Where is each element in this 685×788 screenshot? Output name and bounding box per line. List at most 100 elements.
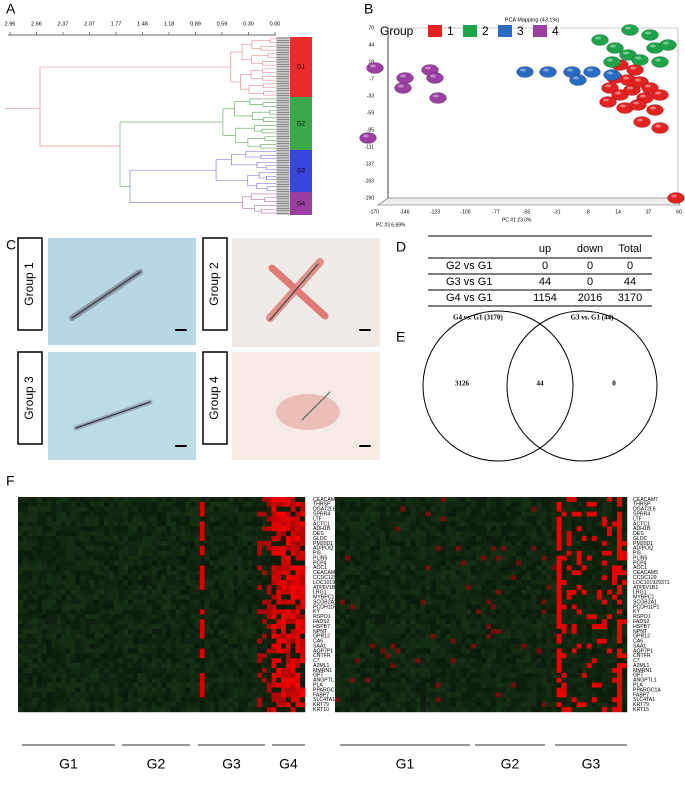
heatmap-cell xyxy=(616,594,623,600)
heatmap-cell xyxy=(430,682,436,688)
heatmap-cell xyxy=(465,521,472,527)
heatmap-cell xyxy=(611,599,618,605)
heatmap-cell xyxy=(516,531,522,537)
heatmap-cell xyxy=(242,536,248,542)
heatmap-cell xyxy=(496,672,502,678)
heatmap-cell xyxy=(185,599,191,605)
heatmap-cell xyxy=(142,589,148,595)
heatmap-cell xyxy=(171,604,177,610)
heatmap-cell xyxy=(611,677,618,683)
heatmap-cell xyxy=(166,658,172,664)
heatmap-cell xyxy=(214,594,220,600)
heatmap-cell xyxy=(228,604,234,610)
heatmap-cell xyxy=(470,619,477,625)
heatmap-cell xyxy=(335,628,341,635)
heatmap-cell xyxy=(601,628,608,635)
heatmap-cell xyxy=(37,643,43,649)
heatmap-cell xyxy=(238,638,244,644)
heatmap-cell xyxy=(128,707,133,713)
heatmap-cell xyxy=(199,594,205,600)
heatmap-cell xyxy=(223,672,229,678)
heatmap-cell xyxy=(380,619,386,625)
heatmap-cell xyxy=(51,550,57,556)
heatmap-cell xyxy=(486,589,492,595)
heatmap-cell xyxy=(75,545,81,551)
heatmap-cell xyxy=(430,570,436,576)
heatmap-cell xyxy=(128,545,133,551)
heatmap-cell xyxy=(340,565,346,571)
heatmap-cell xyxy=(506,648,512,654)
heatmap-cell xyxy=(616,550,623,556)
heatmap-cell xyxy=(84,702,90,708)
heatmap-cell xyxy=(491,555,497,561)
heatmap-cell xyxy=(440,658,446,664)
heatmap-cell xyxy=(360,575,366,581)
heatmap-cell xyxy=(204,531,210,537)
heatmap-cell xyxy=(123,575,129,581)
heatmap-cell xyxy=(56,584,62,591)
heatmap-cell xyxy=(425,506,431,512)
heatmap-cell xyxy=(591,628,597,635)
heatmap-cell xyxy=(94,687,100,693)
heatmap-cell xyxy=(420,658,426,664)
heatmap-cell xyxy=(51,545,57,551)
heatmap-cell xyxy=(223,677,229,683)
heatmap-cell xyxy=(470,663,477,669)
heatmap-cell xyxy=(601,531,608,537)
heatmap-cell xyxy=(32,599,38,605)
heatmap-cell xyxy=(491,594,497,600)
panel-label: F xyxy=(6,473,15,489)
heatmap-cell xyxy=(118,560,124,566)
heatmap-cell xyxy=(541,555,547,561)
heatmap-cell xyxy=(233,697,239,703)
heatmap-cell xyxy=(214,619,220,625)
heatmap-cell xyxy=(37,589,43,595)
heatmap-cell xyxy=(108,633,114,639)
heatmap-cell xyxy=(496,658,502,664)
heatmap-cell xyxy=(22,580,28,586)
heatmap-cell xyxy=(300,521,306,527)
heatmap-cell xyxy=(142,531,148,537)
heatmap-cell xyxy=(285,589,291,595)
heatmap-cell xyxy=(147,545,153,551)
heatmap-cell xyxy=(94,653,100,659)
heatmap-cell xyxy=(536,628,542,635)
heatmap-cell xyxy=(132,531,138,537)
heatmap-cell xyxy=(271,609,277,615)
heatmap-cell xyxy=(360,555,366,561)
heatmap-cell xyxy=(190,619,196,625)
heatmap-cell xyxy=(435,653,441,659)
heatmap-cell xyxy=(75,540,81,547)
gene-label: MMRN1 xyxy=(313,668,332,674)
heatmap-cell xyxy=(61,648,67,654)
heatmap-cell xyxy=(132,624,138,630)
heatmap-cell xyxy=(400,682,406,688)
gene-label: SCGB2A1 xyxy=(313,599,337,605)
heatmap-cell xyxy=(541,643,547,649)
heatmap-cell xyxy=(546,682,552,688)
heatmap-cell xyxy=(209,697,215,703)
heatmap-cell xyxy=(161,511,167,517)
heatmap-cell xyxy=(290,580,296,586)
heatmap-cell xyxy=(546,545,552,551)
heatmap-cell xyxy=(621,506,628,512)
heatmap-cell xyxy=(194,516,200,522)
heatmap-cell xyxy=(137,633,143,639)
heatmap-cell xyxy=(285,580,291,586)
heatmap-cell xyxy=(271,526,277,532)
heatmap-cell xyxy=(233,565,239,571)
heatmap-cell xyxy=(180,560,186,566)
heatmap-cell xyxy=(455,594,462,600)
heatmap-cell xyxy=(209,624,215,630)
heatmap-cell xyxy=(455,570,462,576)
heatmap-cell xyxy=(218,589,224,595)
heatmap-cell xyxy=(65,536,71,542)
heatmap-cell xyxy=(56,648,62,654)
heatmap-cell xyxy=(166,589,172,595)
heatmap-cell xyxy=(360,584,366,591)
heatmap-cell xyxy=(295,619,301,625)
heatmap-cell xyxy=(285,599,291,605)
heatmap-cell xyxy=(586,545,592,551)
heatmap-cell xyxy=(51,594,57,600)
heatmap-cell xyxy=(257,594,263,600)
